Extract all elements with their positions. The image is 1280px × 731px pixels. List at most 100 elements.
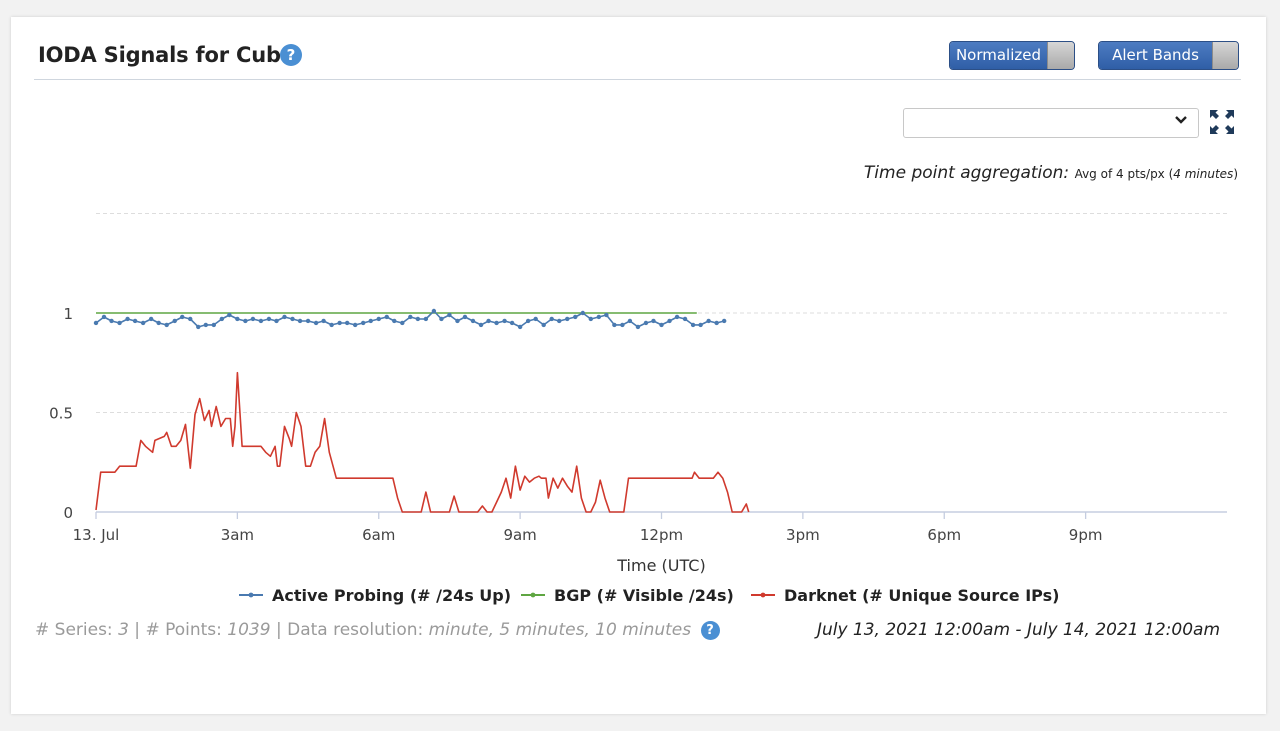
help-icon[interactable]: ? [280,44,302,66]
header-divider [34,79,1241,80]
resolution-help-icon[interactable]: ? [700,621,720,640]
data-point [140,320,146,326]
data-point [93,320,99,326]
fullscreen-expand-icon[interactable] [1209,109,1235,135]
data-point [219,316,225,322]
data-point [352,322,358,328]
data-point [470,318,476,324]
data-point [643,320,649,326]
data-point [486,318,491,324]
series-layer [93,308,750,513]
x-tick-label: 13. Jul [73,526,120,544]
data-point [573,314,578,320]
resolution-value: minute, 5 minutes, 10 minutes [428,620,692,640]
data-point [462,314,468,320]
data-point [250,316,256,322]
data-point [384,314,389,320]
x-tick-label: 12pm [640,526,683,544]
x-tick-label: 9pm [1069,526,1103,544]
legend-label: Active Probing (# /24s Up) [272,586,511,605]
data-point [674,314,680,320]
data-point [682,316,688,322]
data-point [690,322,696,328]
signals-chart: 0 0.5 1 13. Jul 3am 6am 9am 12pm 3pm 6pm 9pm Time (… [49,213,1227,605]
aggregation-value-prefix: Avg of 4 pts/px ( [1074,167,1174,181]
data-point [698,322,703,328]
normalized-toggle-knob [1047,42,1074,69]
data-point [400,320,405,326]
stats-separator-1: | [134,620,141,640]
x-tick-label: 6pm [927,526,961,544]
data-point [580,310,586,316]
series-count-value: 3 [118,620,129,640]
data-point [235,316,240,322]
data-point [557,318,562,324]
data-point [180,314,185,320]
data-point [431,308,437,314]
data-point [549,316,554,322]
data-point [148,316,154,322]
data-point [525,318,531,324]
data-point [596,314,602,320]
data-point [447,312,452,318]
data-point [243,318,248,324]
data-point [635,324,641,330]
data-point [227,312,232,318]
y-tick-label: 0 [63,504,73,522]
data-point [408,314,413,320]
data-point [392,318,397,324]
data-point [478,322,484,328]
data-point [258,318,264,324]
series-select[interactable] [903,108,1199,138]
data-point [156,320,161,326]
data-point [313,320,319,326]
legend-label: BGP (# Visible /24s) [554,586,734,605]
data-point [368,318,373,324]
data-point [337,320,342,326]
data-point [305,318,311,324]
aggregation-value: Avg of 4 pts/px (4 minutes) [1075,167,1238,181]
axis-layer: 0 0.5 1 13. Jul 3am 6am 9am 12pm 3pm 6pm 9pm Time (… [49,305,1227,575]
legend-label: Darknet (# Unique Source IPs) [784,586,1059,605]
data-point [517,324,523,330]
legend-marker [248,592,254,598]
alert-bands-toggle-label: Alert Bands [1099,42,1212,69]
series-count-label: # Series: [35,620,113,640]
page-title: IODA Signals for Cuba [38,43,295,67]
data-point [344,320,350,326]
data-point [502,318,507,324]
points-count-label: # Points: [145,620,222,640]
data-point [541,322,546,328]
legend-marker [760,592,766,598]
data-point [533,316,538,322]
data-point [297,318,303,324]
alert-bands-toggle-knob [1212,42,1238,69]
data-point [164,322,169,328]
points-count-value: 1039 [227,620,271,640]
aggregation-value-suffix: ) [1233,167,1238,181]
data-point [706,318,711,324]
data-point [667,318,672,324]
normalized-toggle[interactable]: Normalized [949,41,1075,70]
signals-panel: IODA Signals for Cuba ? Normalized Alert… [11,17,1266,714]
data-point [565,316,570,322]
data-point [132,318,138,324]
alert-bands-toggle[interactable]: Alert Bands [1098,41,1239,70]
aggregation-value-italic: 4 minutes [1173,167,1234,181]
series-line [95,371,750,513]
chevron-down-icon [1174,113,1188,131]
data-point [588,316,594,322]
y-tick-label: 0.5 [49,405,73,423]
data-point [282,314,287,320]
data-point [211,322,217,328]
date-range: July 13, 2021 12:00am - July 14, 2021 12… [816,620,1220,640]
resolution-label: Data resolution: [287,620,424,640]
stats-separator-2: | [275,620,282,640]
data-point [439,316,444,322]
aggregation-note: Time point aggregation: Avg of 4 pts/px … [864,163,1238,183]
legend-marker [530,592,536,598]
data-point [415,316,421,322]
aggregation-label: Time point aggregation: [863,163,1070,183]
data-point [172,318,177,324]
x-axis-title: Time (UTC) [616,556,705,575]
